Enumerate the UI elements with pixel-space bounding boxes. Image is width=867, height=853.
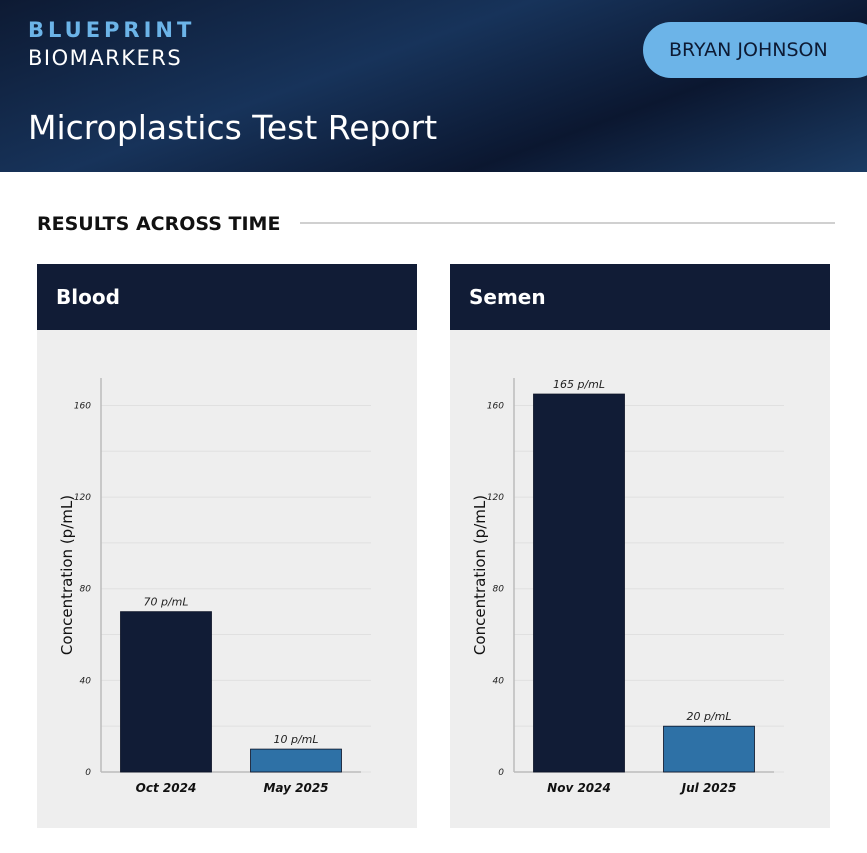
card-body: 0 40 80 120 160 Concentration (p/mL) 70 p/mL Oc… (37, 330, 417, 828)
value-label: 10 p/mL (273, 733, 318, 746)
x-tick-label: Nov 2024 (547, 781, 611, 795)
patient-name: BRYAN JOHNSON (643, 22, 867, 78)
header-banner: BLUEPRINT BIOMARKERS Microplastics Test … (0, 0, 867, 172)
value-label: 165 p/mL (553, 378, 605, 391)
card-body: 0 40 80 120 160 Concentration (p/mL) 165 p/mL N… (450, 330, 830, 828)
x-tick-label: Jul 2025 (680, 781, 737, 795)
bar (250, 748, 342, 773)
y-axis-label: Concentration (p/mL) (471, 495, 489, 655)
y-axis-label: Concentration (p/mL) (58, 495, 76, 655)
y-tick-label: 0 (85, 768, 91, 778)
y-tick-label: 80 (80, 585, 92, 595)
report-title: Microplastics Test Report (28, 108, 438, 147)
chart: 0 40 80 120 160 Concentration (p/mL) 165 p/mL N… (471, 378, 784, 795)
y-tick-label: 40 (80, 676, 92, 686)
card-title: Semen (450, 264, 830, 330)
y-tick-label: 160 (74, 401, 91, 411)
y-tick-label: 120 (487, 493, 504, 503)
x-tick-label: May 2025 (263, 781, 328, 795)
section-title: RESULTS ACROSS TIME (37, 213, 281, 235)
chart: 0 40 80 120 160 Concentration (p/mL) 70 p/mL Oc… (58, 378, 371, 795)
y-tick-label: 40 (493, 676, 505, 686)
x-tick-label: Oct 2024 (136, 781, 197, 795)
bar (120, 611, 212, 773)
y-tick-label: 0 (498, 768, 504, 778)
bar (663, 725, 755, 773)
bar (533, 393, 625, 773)
value-label: 70 p/mL (143, 596, 188, 609)
card-title: Blood (37, 264, 417, 330)
y-tick-label: 160 (487, 401, 504, 411)
y-tick-label: 120 (74, 493, 91, 503)
value-label: 20 p/mL (686, 710, 731, 723)
brand-top: BLUEPRINT (28, 18, 196, 42)
brand-bottom: BIOMARKERS (28, 46, 183, 70)
y-tick-label: 80 (493, 585, 505, 595)
section-rule (300, 222, 835, 224)
